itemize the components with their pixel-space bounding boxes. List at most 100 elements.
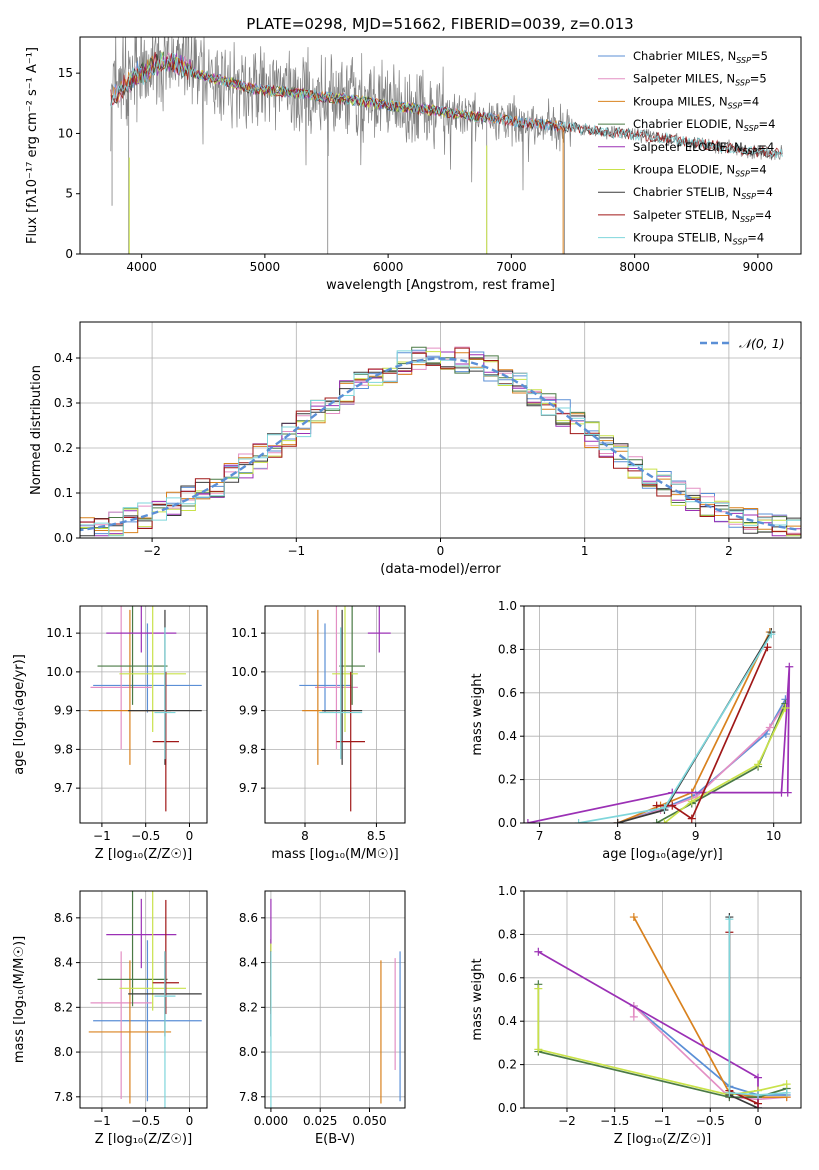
plot-area (270, 898, 401, 1108)
mass-weight-marker-kroupa_stelib (725, 915, 734, 924)
legend-subscript: SSP (728, 101, 743, 110)
y-tick-label: 0.0 (54, 531, 73, 545)
plot-area (80, 346, 801, 537)
y-tick-label: 0.4 (498, 729, 517, 743)
legend-label-kroupa_elodie: Kroupa ELODIE, NSSP=4 (633, 163, 767, 179)
panel-mass_vs_ebv: 0.000 0.025 0.050 7.8 8.0 8.2 8.4 8.6 E(B-V) (239, 890, 406, 1147)
legend-subscript: SSP (735, 79, 750, 88)
legend-label-chabrier_elodie: Chabrier ELODIE, NSSP=4 (633, 117, 775, 133)
y-tick-label: 9.7 (54, 781, 73, 795)
mass-weight-marker-salpeter_stelib (668, 801, 677, 810)
y-tick-label: 9.9 (239, 704, 258, 718)
mass-weight-marker-salpeter_elodie (783, 788, 792, 797)
x-axis-label: wavelength [Angstrom, rest frame] (326, 278, 555, 293)
x-tick-label: 9 (692, 829, 700, 843)
y-tick-label: 8.0 (54, 1045, 73, 1059)
y-tick-label: 0.3 (54, 396, 73, 410)
y-tick-label: 0.6 (498, 686, 517, 700)
y-tick-label: 0.1 (54, 486, 73, 500)
mass-weight-line-chabrier_stelib (728, 917, 759, 1108)
mass-weight-marker-salpeter_miles (765, 723, 774, 732)
model-line-kroupa_stelib (110, 52, 783, 159)
y-tick-label: 9.7 (239, 781, 258, 795)
y-tick-label: 8.6 (239, 911, 258, 925)
y-tick-label: 7.8 (54, 1090, 73, 1104)
x-axis-label: Z [log₁₀(Z/Z☉)] (614, 1132, 711, 1147)
x-tick-label: 0.025 (303, 1114, 337, 1128)
mass-weight-marker-kroupa_elodie (781, 703, 790, 712)
legend-name: Chabrier ELODIE, N (633, 117, 744, 131)
legend-suffix: =5 (750, 72, 767, 86)
legend-subscript: SSP (740, 215, 755, 224)
y-tick-label: 0.2 (54, 441, 73, 455)
mass-weight-marker-salpeter_elodie (524, 819, 532, 823)
legend-name: Kroupa STELIB, N (633, 231, 733, 245)
mass-weight-marker-kroupa_elodie (534, 1045, 543, 1054)
legend-subscript: SSP (741, 192, 756, 201)
mass-weight-line-salpeter_stelib (728, 932, 759, 1105)
mass-weight-marker-kroupa_stelib (782, 1088, 791, 1097)
y-tick-label: 9.9 (54, 704, 73, 718)
axes-frame: −1 −0.5 0 7.8 8.0 8.2 8.4 8.6 Z [log₁₀(Z/Z☉)] mas… (12, 890, 208, 1147)
y-tick-label: 15 (58, 66, 73, 80)
y-tick-label: 9.8 (239, 742, 258, 756)
x-tick-label: 8 (301, 829, 309, 843)
x-axis-label: age [log₁₀(age/yr)] (602, 847, 723, 862)
mass-weight-marker-salpeter_stelib (763, 643, 772, 652)
x-tick-label: 0 (437, 544, 445, 558)
x-tick-label: −0.5 (696, 1114, 725, 1128)
legend-label-kroupa_stelib: Kroupa STELIB, NSSP=4 (633, 231, 764, 247)
mass-weight-marker-chabrier_elodie (652, 819, 661, 823)
plot-area (88, 606, 202, 812)
y-tick-label: 0.0 (498, 1101, 517, 1115)
mass-weight-line-kroupa_miles (633, 916, 787, 1099)
mass-weight-marker-salpeter_elodie (785, 662, 794, 671)
legend-name: Salpeter STELIB, N (633, 208, 740, 222)
x-tick-label: 0.050 (352, 1114, 386, 1128)
x-tick-label: 10 (766, 829, 781, 843)
y-tick-label: 9.8 (54, 742, 73, 756)
x-tick-label: 1 (581, 544, 589, 558)
x-tick-label: −1 (93, 1114, 111, 1128)
y-tick-label: 10 (58, 126, 73, 140)
panel-mass_weight_vs_Z: −2 −1.5 −1 −0.5 0 0.0 0.2 0.4 0.6 0.8 1.0 Z [log₁₀(… (470, 884, 802, 1147)
x-tick-label: 6000 (373, 260, 404, 274)
legend-name: Chabrier STELIB, N (633, 185, 741, 199)
x-tick-label: 0 (186, 829, 194, 843)
axes-frame: −1 −0.5 0 9.7 9.8 9.9 10.0 10.1 Z [log₁₀(Z/Z☉)] a… (12, 605, 208, 862)
legend-suffix: =4 (750, 163, 767, 177)
mass-weight-marker-kroupa_elodie (534, 984, 543, 993)
x-tick-label: 8000 (619, 260, 650, 274)
y-tick-label: 1.0 (498, 884, 517, 898)
x-tick-label: 0 (754, 1114, 762, 1128)
mass-weight-marker-kroupa_stelib (660, 803, 669, 812)
x-tick-label: −1.5 (600, 1114, 629, 1128)
mass-weight-marker-kroupa_elodie (754, 760, 763, 769)
mass-weight-marker-salpeter_stelib (687, 814, 696, 823)
x-tick-label: −1 (287, 544, 305, 558)
legend-name: Salpeter ELODIE, N (633, 140, 743, 154)
plot-area (524, 628, 794, 823)
y-axis-label: mass weight (470, 673, 485, 755)
mass-weight-marker-salpeter_elodie (754, 1073, 763, 1082)
y-tick-label: 0 (65, 247, 73, 261)
axes-border (264, 605, 406, 824)
y-tick-label: 8.4 (239, 956, 258, 970)
axes-frame: 7 8 9 10 0.0 0.2 0.4 0.6 0.8 1.0 age [log₁₀(age/yr… (470, 599, 802, 862)
axes-border (523, 605, 802, 824)
legend-label-chabrier_miles: Chabrier MILES, NSSP=5 (633, 49, 768, 65)
mass-weight-line-kroupa_stelib (728, 919, 787, 1096)
x-tick-label: −2 (558, 1114, 576, 1128)
y-tick-label: 10.1 (46, 626, 73, 640)
x-tick-label: 7 (536, 829, 544, 843)
legend-suffix: =4 (756, 185, 773, 199)
y-tick-label: 1.0 (498, 599, 517, 613)
mass-weight-line-kroupa_miles (617, 631, 771, 823)
legend-suffix: =4 (755, 208, 772, 222)
legend-subscript: SSP (736, 56, 751, 65)
panel-spectrum: 4000 5000 6000 7000 8000 9000 0 5 10 15 wavelength… (25, 36, 802, 293)
x-tick-label: 2 (725, 544, 733, 558)
y-axis-label: Flux [fλ10⁻¹⁷ erg cm⁻² s⁻¹ A⁻¹] (25, 47, 40, 244)
y-tick-label: 8.2 (239, 1000, 258, 1014)
